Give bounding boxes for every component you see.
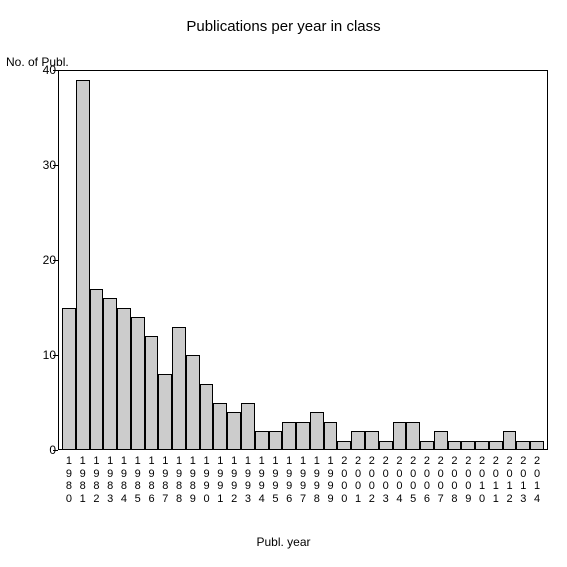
bar bbox=[282, 422, 296, 451]
x-tick-label: 1992 bbox=[230, 455, 238, 506]
x-tick-label: 1981 bbox=[79, 455, 87, 506]
bar bbox=[145, 336, 159, 450]
bar bbox=[213, 403, 227, 451]
bar bbox=[365, 431, 379, 450]
bar bbox=[530, 441, 544, 451]
y-tick-label: 30 bbox=[16, 158, 56, 172]
x-tick-label: 1999 bbox=[327, 455, 335, 506]
x-tick-label: 1996 bbox=[285, 455, 293, 506]
x-tick-label: 2006 bbox=[423, 455, 431, 506]
x-tick-label: 2014 bbox=[533, 455, 541, 506]
bar bbox=[158, 374, 172, 450]
bar bbox=[103, 298, 117, 450]
x-tick-label: 2009 bbox=[464, 455, 472, 506]
bar bbox=[393, 422, 407, 451]
bar bbox=[489, 441, 503, 451]
x-tick-label: 1987 bbox=[161, 455, 169, 506]
x-tick-label: 1994 bbox=[258, 455, 266, 506]
bar bbox=[516, 441, 530, 451]
bar bbox=[186, 355, 200, 450]
bar bbox=[227, 412, 241, 450]
x-tick-label: 1986 bbox=[148, 455, 156, 506]
x-tick-label: 2003 bbox=[382, 455, 390, 506]
x-tick-label: 1997 bbox=[299, 455, 307, 506]
x-tick-label: 1995 bbox=[271, 455, 279, 506]
bar bbox=[76, 80, 90, 451]
x-labels-group: 1980 1981 1982 1983 1984 1985 1986 1987 1988 1989… bbox=[58, 455, 548, 525]
bar bbox=[269, 431, 283, 450]
bar bbox=[241, 403, 255, 451]
x-tick-label: 2001 bbox=[354, 455, 362, 506]
bar bbox=[117, 308, 131, 451]
x-tick-label: 2008 bbox=[450, 455, 458, 506]
bar bbox=[420, 441, 434, 451]
bar bbox=[255, 431, 269, 450]
x-tick-label: 1998 bbox=[313, 455, 321, 506]
x-tick-label: 1980 bbox=[65, 455, 73, 506]
y-tick-label: 40 bbox=[16, 63, 56, 77]
x-tick-label: 2007 bbox=[437, 455, 445, 506]
x-tick-label: 1989 bbox=[189, 455, 197, 506]
bar bbox=[131, 317, 145, 450]
x-tick-label: 1993 bbox=[244, 455, 252, 506]
x-tick-label: 2010 bbox=[478, 455, 486, 506]
bar bbox=[172, 327, 186, 451]
x-axis-title: Publ. year bbox=[0, 535, 567, 549]
bar bbox=[200, 384, 214, 451]
x-tick-label: 1983 bbox=[106, 455, 114, 506]
y-tick-label: 20 bbox=[16, 253, 56, 267]
x-tick-label: 2012 bbox=[506, 455, 514, 506]
bars-group bbox=[58, 70, 548, 450]
bar bbox=[406, 422, 420, 451]
bar bbox=[448, 441, 462, 451]
bar bbox=[351, 431, 365, 450]
x-tick-label: 2004 bbox=[395, 455, 403, 506]
x-tick-label: 1991 bbox=[216, 455, 224, 506]
x-tick-label: 2005 bbox=[409, 455, 417, 506]
x-tick-label: 1982 bbox=[92, 455, 100, 506]
x-tick-label: 2013 bbox=[519, 455, 527, 506]
bar bbox=[62, 308, 76, 451]
x-tick-label: 2011 bbox=[492, 455, 500, 506]
chart-container: Publications per year in class No. of Pu… bbox=[0, 0, 567, 567]
chart-title: Publications per year in class bbox=[0, 18, 567, 35]
bar bbox=[461, 441, 475, 451]
bar bbox=[475, 441, 489, 451]
x-tick-label: 1984 bbox=[120, 455, 128, 506]
x-tick-label: 1985 bbox=[134, 455, 142, 506]
bar bbox=[324, 422, 338, 451]
x-tick-label: 1990 bbox=[203, 455, 211, 506]
x-tick-label: 2000 bbox=[340, 455, 348, 506]
bar bbox=[310, 412, 324, 450]
bar bbox=[337, 441, 351, 451]
bar bbox=[90, 289, 104, 451]
y-tick-mark bbox=[53, 450, 58, 451]
y-tick-label: 0 bbox=[16, 443, 56, 457]
bar bbox=[296, 422, 310, 451]
x-tick-label: 2002 bbox=[368, 455, 376, 506]
bar bbox=[379, 441, 393, 451]
bar bbox=[503, 431, 517, 450]
y-tick-label: 10 bbox=[16, 348, 56, 362]
x-tick-label: 1988 bbox=[175, 455, 183, 506]
bar bbox=[434, 431, 448, 450]
